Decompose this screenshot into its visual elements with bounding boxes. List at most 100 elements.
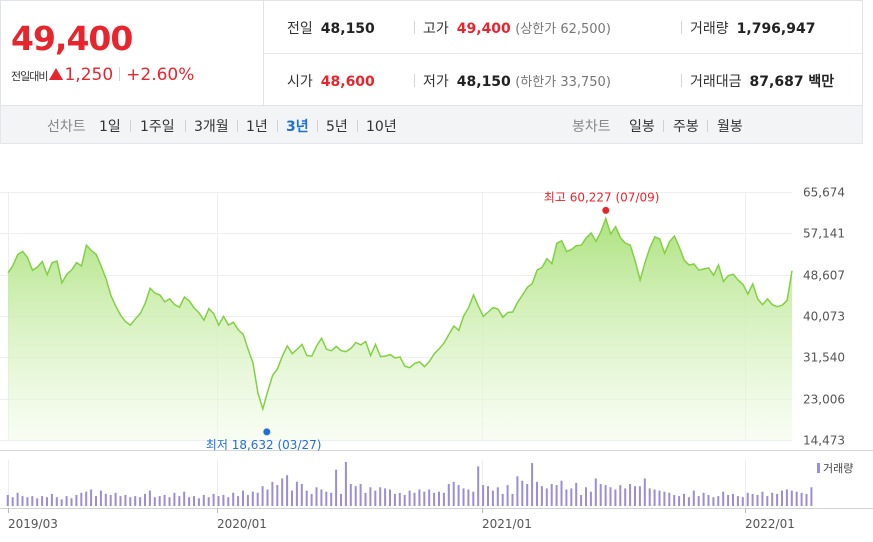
volume-bar	[692, 490, 695, 506]
volume-bar	[398, 492, 401, 506]
volume-bar	[21, 496, 24, 506]
volume-bar	[452, 481, 455, 506]
volume-bar	[736, 496, 739, 506]
volume-bar	[648, 488, 651, 506]
volume-bar	[251, 491, 254, 506]
volume-bar	[315, 487, 318, 506]
low-value: 48,150	[456, 74, 511, 90]
volume-bar	[109, 495, 112, 506]
trade-value-label: 거래대금	[690, 74, 742, 90]
prev-close-cell: 전일 48,150	[287, 18, 375, 38]
volume-bar	[697, 496, 700, 506]
volume-bar	[516, 476, 519, 506]
volume-bar	[178, 496, 181, 506]
volume-bar	[580, 495, 583, 506]
volume-bar	[271, 481, 274, 506]
volume-bar	[163, 495, 166, 506]
volume-bar	[501, 493, 504, 506]
volume-bar	[423, 491, 426, 506]
volume-bar	[330, 492, 333, 506]
tab-5-years[interactable]: 5년	[326, 119, 348, 135]
volume-bar	[761, 491, 764, 506]
volume-bar	[683, 493, 685, 506]
volume-bar	[65, 496, 68, 506]
tab-divider	[185, 120, 186, 132]
volume-bar	[276, 485, 279, 506]
volume-cell: 거래량 1,796,947	[681, 18, 815, 38]
volume-bar	[408, 490, 411, 506]
volume-bar	[11, 497, 14, 506]
tab-monthly-candle[interactable]: 월봉	[717, 119, 743, 135]
change-amount: 1,250	[64, 65, 114, 85]
volume-bar	[148, 490, 151, 506]
volume-bar	[227, 497, 230, 506]
volume-bar	[6, 495, 9, 506]
volume-bar	[741, 497, 744, 506]
volume-bar	[335, 469, 338, 506]
cell-divider	[681, 74, 682, 87]
volume-bar	[472, 491, 475, 506]
upper-limit: (상한가 62,500)	[515, 22, 611, 37]
volume-value: 1,796,947	[736, 21, 816, 37]
volume-bar	[477, 466, 480, 506]
volume-bar	[540, 486, 543, 506]
change-divider	[119, 67, 121, 81]
volume-bar	[207, 497, 210, 506]
volume-bar	[457, 485, 460, 506]
volume-bar	[462, 488, 465, 506]
volume-bar	[26, 497, 29, 506]
tab-3-years[interactable]: 3년	[286, 119, 309, 135]
volume-bar	[795, 491, 798, 506]
volume-bar	[594, 478, 597, 506]
volume-bar	[756, 495, 759, 506]
high-cell: 고가 49,400 (상한가 62,500)	[414, 18, 611, 38]
volume-bar	[555, 485, 558, 506]
quote-summary-panel: 49,400 전일대비 1,250 +2.60% 전일 48,150 고가 49,400…	[0, 0, 863, 106]
tab-1-week[interactable]: 1주일	[140, 119, 175, 135]
high-annotation: 최고 60,227 (07/09)	[544, 190, 660, 204]
price-area	[8, 218, 792, 440]
volume-bar	[751, 493, 754, 506]
change-percent: +2.60%	[126, 65, 195, 85]
volume-bar	[776, 493, 779, 506]
volume-bar	[487, 486, 489, 506]
volume-bar	[286, 475, 289, 506]
volume-bar	[585, 487, 587, 506]
y-tick-label: 31,540	[803, 351, 845, 365]
tab-1-year[interactable]: 1년	[246, 119, 268, 135]
volume-bar	[173, 492, 176, 506]
volume-bar	[418, 489, 421, 506]
volume-bar	[433, 492, 436, 506]
volume-bar	[805, 493, 808, 506]
y-axis-ticks: 65,674 57,141 48,607 40,073 31,540 23,006 14,4…	[803, 186, 845, 448]
tab-weekly-candle[interactable]: 주봉	[673, 119, 699, 135]
volume-bar	[134, 496, 137, 506]
volume-bar	[403, 495, 406, 506]
volume-bar	[678, 496, 681, 506]
low-marker	[263, 428, 271, 436]
volume-bar	[442, 492, 445, 506]
volume-bar	[222, 495, 225, 506]
high-marker	[602, 206, 610, 214]
volume-bar	[619, 485, 622, 506]
volume-bar	[232, 492, 235, 506]
tab-daily-candle[interactable]: 일봉	[629, 119, 655, 135]
x-tick-label: 2021/01	[482, 517, 532, 531]
open-cell: 시가 48,600	[287, 71, 375, 91]
tab-3-months[interactable]: 3개월	[194, 119, 229, 135]
volume-bar	[349, 484, 352, 506]
y-tick-label: 40,073	[803, 310, 845, 324]
volume-bar	[212, 493, 215, 506]
tab-10-years[interactable]: 10년	[366, 119, 397, 135]
volume-bar	[41, 496, 44, 506]
volume-bar	[491, 490, 494, 506]
x-tick-label: 2020/01	[217, 517, 267, 531]
volume-bar	[653, 489, 656, 506]
volume-bar	[506, 485, 509, 506]
volume-bar	[521, 480, 524, 506]
volume-bar	[638, 486, 641, 506]
tab-divider	[357, 120, 358, 132]
tab-1-day[interactable]: 1일	[99, 119, 121, 135]
volume-bar	[237, 496, 240, 506]
